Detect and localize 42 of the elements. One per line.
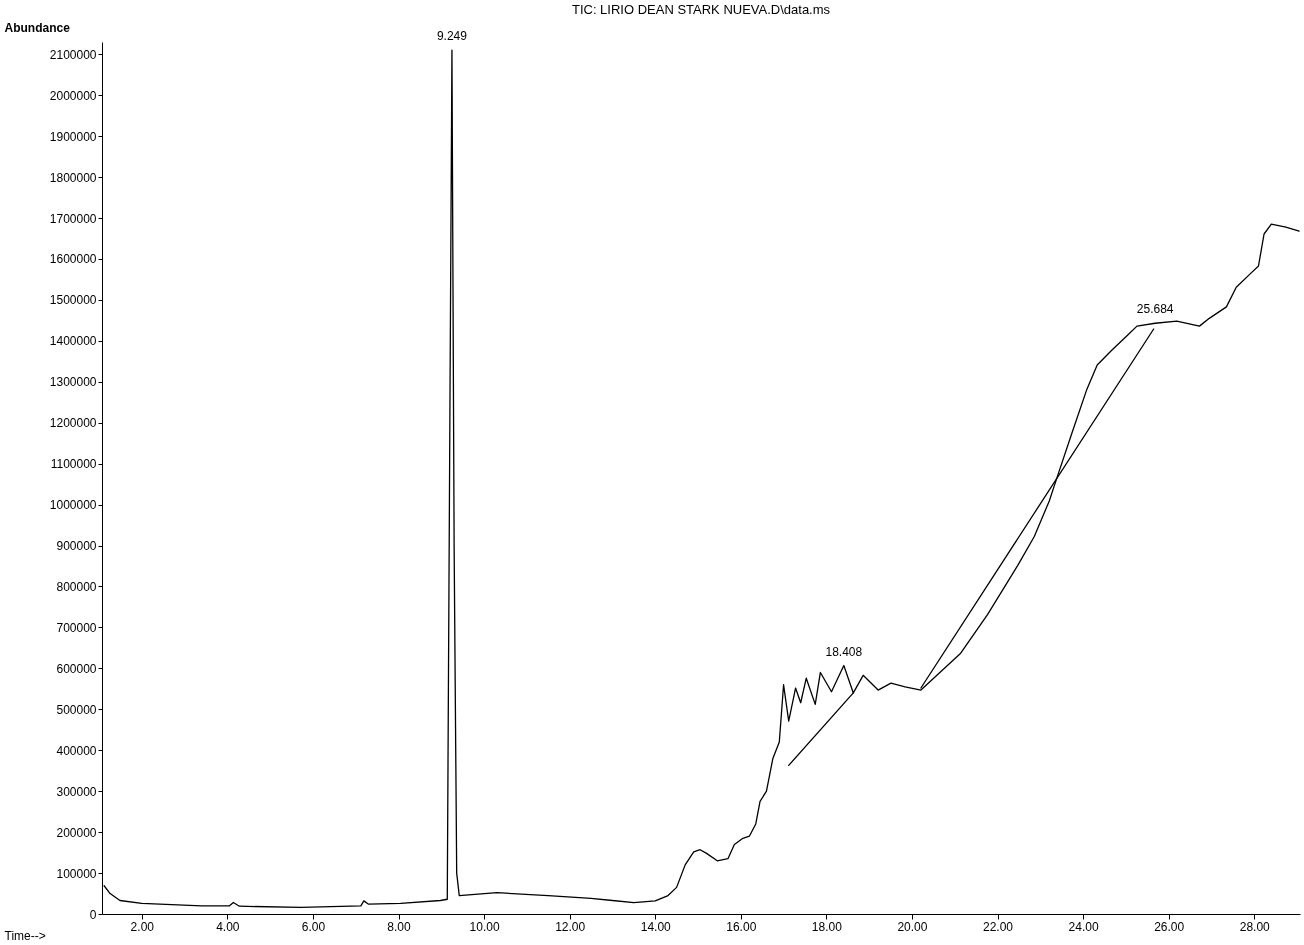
y-tick-label: 2100000 [49, 47, 97, 62]
y-tick-label: 200000 [56, 825, 97, 840]
y-tick-label: 600000 [56, 661, 97, 676]
x-tick-label: 2.00 [130, 919, 155, 934]
y-tick-label: 500000 [56, 702, 97, 717]
x-tick-label: 26.00 [1154, 919, 1185, 934]
y-tick-label: 1500000 [49, 293, 97, 308]
y-tick-label: 1000000 [49, 498, 97, 513]
y-tick-label: 700000 [56, 620, 97, 635]
x-tick-label: 16.00 [726, 919, 757, 934]
y-axis-title: Abundance [4, 20, 71, 35]
x-tick-label: 6.00 [301, 919, 326, 934]
x-tick-label: 10.00 [469, 919, 500, 934]
y-tick-label: 1100000 [50, 457, 97, 472]
x-axis-title: Time--> [4, 928, 46, 943]
y-tick-label: 1800000 [49, 170, 97, 185]
y-tick-label: 1600000 [49, 252, 97, 267]
y-tick-label: 1200000 [49, 416, 97, 431]
y-tick-label: 1300000 [49, 375, 97, 390]
x-tick-label: 8.00 [387, 919, 412, 934]
x-tick-label: 20.00 [897, 919, 928, 934]
y-tick-label: 400000 [56, 743, 97, 758]
x-tick-label: 14.00 [640, 919, 672, 934]
x-tick-label: 12.00 [555, 919, 586, 934]
x-tick-label: 22.00 [982, 919, 1014, 934]
y-tick-label: 1900000 [49, 129, 97, 144]
annotation: 9.249 [436, 29, 468, 44]
y-tick-label: 300000 [56, 784, 97, 799]
annotation: 25.684 [1136, 302, 1174, 317]
y-tick-label: 100000 [56, 866, 97, 881]
x-tick-label: 18.00 [811, 919, 843, 934]
chart-title: TIC: LIRIO DEAN STARK NUEVA.D\data.ms [571, 2, 831, 17]
y-tick-label: 0 [89, 907, 97, 922]
y-tick-label: 1400000 [49, 334, 97, 349]
x-tick-label: 24.00 [1068, 919, 1099, 934]
y-tick-label: 1700000 [49, 211, 97, 226]
x-tick-label: 4.00 [216, 919, 240, 934]
y-tick-label: 900000 [56, 539, 97, 554]
annotation: 18.408 [825, 644, 863, 659]
x-tick-label: 28.00 [1239, 919, 1271, 934]
y-tick-label: 2000000 [49, 88, 97, 103]
y-tick-label: 800000 [56, 579, 97, 594]
